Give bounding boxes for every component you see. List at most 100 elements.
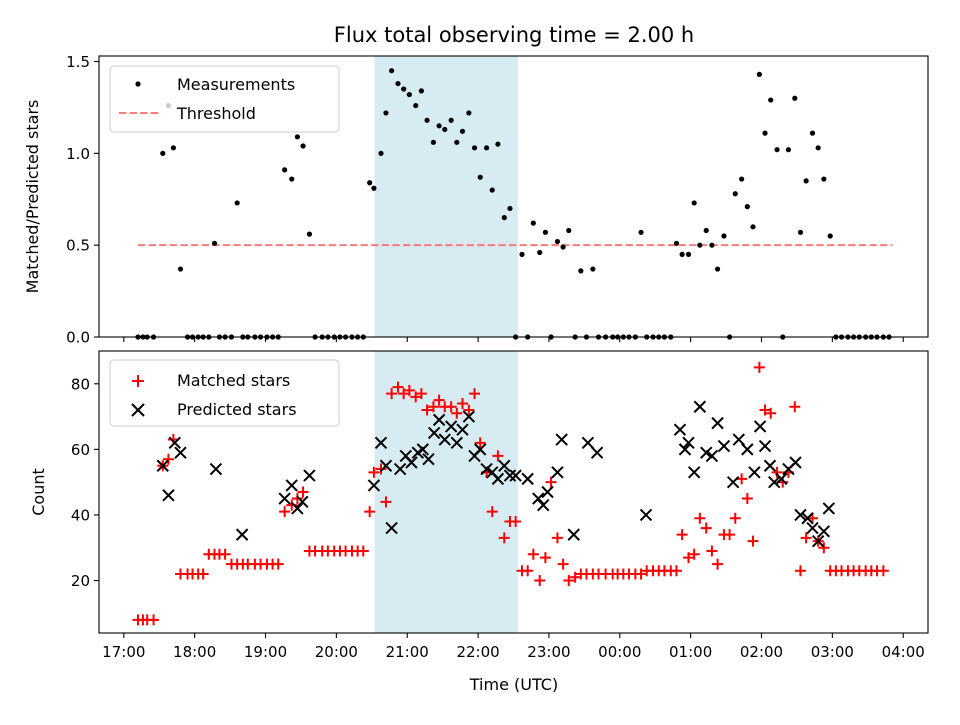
predicted-star-point [775, 472, 788, 486]
measurement-point [679, 251, 685, 257]
top-y-ticks: 0.0 0.5 1.0 1.5 [66, 53, 99, 347]
predicted-stars-series [156, 400, 836, 548]
predicted-star-point [687, 466, 701, 479]
matched-star-point [403, 384, 415, 396]
predicted-star-point [379, 459, 393, 472]
measurement-point [756, 71, 762, 77]
matched-star-point [368, 466, 380, 478]
measurement-point [300, 143, 306, 149]
matched-star-point [753, 361, 765, 373]
bottom-axes-frame [98, 350, 929, 634]
measurement-point [383, 110, 389, 116]
matched-star-point [297, 486, 309, 498]
xtick-label: 03:00 [811, 643, 854, 661]
measurement-point [750, 224, 756, 230]
measurement-point [815, 145, 821, 151]
xtick-label: 18:00 [173, 643, 216, 661]
predicted-star-point [801, 512, 814, 525]
predicted-star-point [509, 469, 522, 482]
measurement-point [530, 220, 536, 226]
predicted-star-point [532, 492, 545, 505]
predicted-star-point [806, 521, 819, 535]
bottom-x-ticks: 17:00 18:00 19:00 20:00 21:00 22:00 23:00 00:00… [102, 633, 925, 661]
measurement-point [744, 204, 750, 210]
matched-star-point [724, 529, 736, 541]
matched-star-point [700, 522, 712, 534]
measurement-point [519, 251, 525, 257]
predicted-star-point [741, 443, 754, 456]
bottom-ytick-label: 80 [71, 375, 90, 393]
predicted-star-point [789, 456, 802, 469]
predicted-star-point [432, 413, 446, 427]
predicted-star-point [822, 502, 836, 515]
measurement-point [371, 185, 377, 191]
predicted-star-point [541, 485, 554, 499]
matched-star-point [670, 565, 682, 577]
predicted-star-point [285, 479, 298, 492]
xtick-label: 21:00 [386, 643, 429, 661]
predicted-star-point [678, 443, 692, 456]
xtick-label: 23:00 [527, 643, 570, 661]
measurement-point [785, 147, 792, 153]
bottom-highlight-span [374, 351, 518, 633]
measurement-point [721, 233, 727, 239]
matched-star-point [534, 575, 546, 587]
predicted-star-point [162, 489, 175, 502]
bottom-ytick-label: 20 [71, 572, 90, 590]
measurement-point [442, 126, 448, 133]
measurement-point [367, 180, 373, 186]
predicted-star-point [794, 508, 807, 522]
matched-star-point [456, 397, 468, 409]
measurement-point [424, 117, 430, 123]
measurement-point [827, 233, 833, 239]
predicted-star-point [726, 475, 740, 489]
top-ytick-label: 1.0 [66, 145, 90, 163]
predicted-star-point [763, 459, 777, 472]
matched-star-point [759, 404, 771, 416]
matched-star-point [818, 542, 830, 554]
measurement-point [703, 227, 709, 234]
measurement-point [471, 145, 478, 151]
measurement-point [378, 150, 384, 156]
predicted-star-point [374, 436, 388, 450]
measurement-point [709, 242, 715, 248]
measurement-point [566, 227, 572, 234]
top-ytick-label: 0.0 [66, 329, 90, 347]
top-legend: Measurements Threshold [109, 65, 340, 133]
predicted-star-point [168, 436, 182, 450]
matched-star-point [469, 388, 481, 400]
measurement-point [542, 229, 548, 235]
measurement-point [406, 91, 412, 98]
top-y-axis-label: Matched/Predicted stars [23, 100, 42, 294]
measurement-point [501, 215, 507, 221]
measurement-point [762, 130, 768, 136]
predicted-star-point [367, 479, 381, 492]
matched-star-point [415, 388, 427, 400]
predicted-star-point [303, 469, 316, 482]
xtick-label: 00:00 [598, 643, 641, 661]
predicted-star-point [521, 472, 534, 486]
measurement-point [430, 139, 437, 145]
matched-star-point [712, 558, 724, 570]
measurement-point [638, 229, 644, 235]
matched-star-point [445, 401, 457, 413]
matched-star-point [539, 552, 551, 564]
legend-predicted-marker [131, 403, 145, 417]
matched-star-point [291, 493, 303, 505]
matched-star-point [474, 437, 486, 449]
measurement-point [170, 145, 176, 151]
xtick-label: 01:00 [669, 643, 712, 661]
matched-star-point [451, 407, 463, 419]
matched-star-point [683, 552, 695, 564]
bottom-legend: Matched stars Predicted stars [109, 359, 340, 427]
measurement-point [395, 80, 401, 87]
top-ytick-label: 1.5 [66, 53, 90, 71]
matched-star-point [375, 463, 387, 475]
predicted-star-point [291, 502, 304, 515]
predicted-star-point [156, 459, 169, 472]
legend-predicted-label: Predicted stars [177, 400, 297, 419]
measurement-point [803, 178, 809, 184]
matched-star-point [635, 568, 647, 580]
measurement-point [537, 249, 543, 256]
